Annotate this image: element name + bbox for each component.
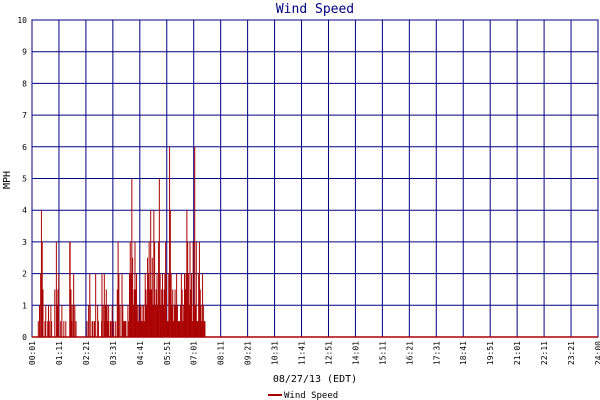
y-axis-label: MPH bbox=[2, 171, 13, 189]
x-tick-label: 02:21 bbox=[82, 341, 91, 365]
y-tick-label: 6 bbox=[22, 143, 27, 152]
x-tick-label: 08:11 bbox=[217, 341, 226, 365]
x-tick-label: 07:01 bbox=[190, 341, 199, 365]
y-tick-labels: 0 1 2 3 4 5 6 7 8 9 10 bbox=[17, 16, 27, 342]
x-tick-label: 11:41 bbox=[298, 341, 307, 365]
x-tick-label: 22:11 bbox=[540, 341, 549, 365]
chart-title: Wind Speed bbox=[276, 2, 354, 17]
y-tick-label: 2 bbox=[22, 270, 27, 279]
series-bars bbox=[32, 146, 598, 338]
x-tick-label: 09:21 bbox=[244, 341, 253, 365]
x-tick-label: 00:01 bbox=[28, 341, 37, 365]
x-tick-label: 04:41 bbox=[136, 341, 145, 365]
x-tick-label: 19:51 bbox=[486, 341, 495, 365]
y-tick-label: 5 bbox=[22, 175, 27, 184]
x-tick-label: 14:01 bbox=[351, 341, 360, 365]
x-tick-label: 23:21 bbox=[567, 341, 576, 365]
x-tick-label: 05:51 bbox=[163, 341, 172, 365]
y-tick-label: 7 bbox=[22, 111, 27, 120]
legend-label: Wind Speed bbox=[284, 391, 338, 400]
y-tick-label: 1 bbox=[22, 301, 27, 310]
x-tick-label: 01:11 bbox=[55, 341, 64, 365]
x-tick-label: 12:51 bbox=[324, 341, 333, 365]
y-tick-label: 0 bbox=[22, 333, 27, 342]
x-tick-label: 17:31 bbox=[432, 341, 441, 365]
x-tick-label: 10:31 bbox=[271, 341, 280, 365]
y-tick-label: 8 bbox=[22, 79, 27, 88]
x-tick-label: 21:01 bbox=[513, 341, 522, 365]
y-tick-label: 10 bbox=[17, 16, 27, 25]
y-tick-label: 4 bbox=[22, 206, 27, 215]
x-axis-label: 08/27/13 (EDT) bbox=[273, 374, 357, 385]
x-tick-label: 03:31 bbox=[109, 341, 118, 365]
y-tick-label: 9 bbox=[22, 48, 27, 57]
chart-legend: Wind Speed bbox=[268, 391, 338, 400]
y-tick-label: 3 bbox=[22, 238, 27, 247]
x-tick-label: 18:41 bbox=[459, 341, 468, 365]
x-tick-labels: 00:01 01:11 02:21 03:31 04:41 05:51 07:01 08:11… bbox=[28, 341, 600, 365]
x-tick-label: 16:21 bbox=[405, 341, 414, 365]
x-tick-label: 24:00 bbox=[594, 341, 600, 365]
x-tick-label: 15:11 bbox=[378, 341, 387, 365]
